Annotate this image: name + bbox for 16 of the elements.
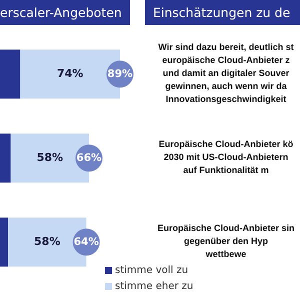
bar [0,218,8,267]
data-label: 74% [56,67,84,80]
chart-title: erscaler-Angeboten [0,0,130,25]
total-label: 89% [107,68,134,80]
bar [0,134,11,183]
total-label: 66% [76,152,102,164]
text: Einschätzungen zu de [145,0,300,25]
data-label: 58% [34,235,60,248]
y-tick-label: Europäische Cloud-Anbieter kö 2030 mit US-Cloud-Anbietern auf Funktionalität m [158,139,294,176]
y-tick-label: Europäische Cloud-Anbieter sin gegenüber den Hyp wettbewe [157,223,295,260]
y-tick-label: Wir sind dazu bereit, deutlich st europäische Cloud-Anbieter z und damit an digitaler Souver gewinnen, auch wenn wir da Innovationsgeschwindigkeit [158,42,294,104]
data-label: 58% [36,151,64,164]
legend-label: stimme voll zu [115,264,188,276]
legend-label: stimme eher zu [115,280,194,292]
total-label: 64% [74,236,100,248]
bar [0,50,20,99]
